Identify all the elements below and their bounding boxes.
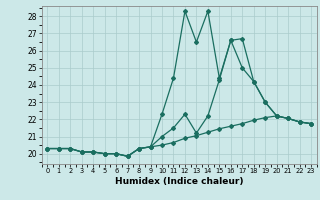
X-axis label: Humidex (Indice chaleur): Humidex (Indice chaleur) [115, 177, 244, 186]
